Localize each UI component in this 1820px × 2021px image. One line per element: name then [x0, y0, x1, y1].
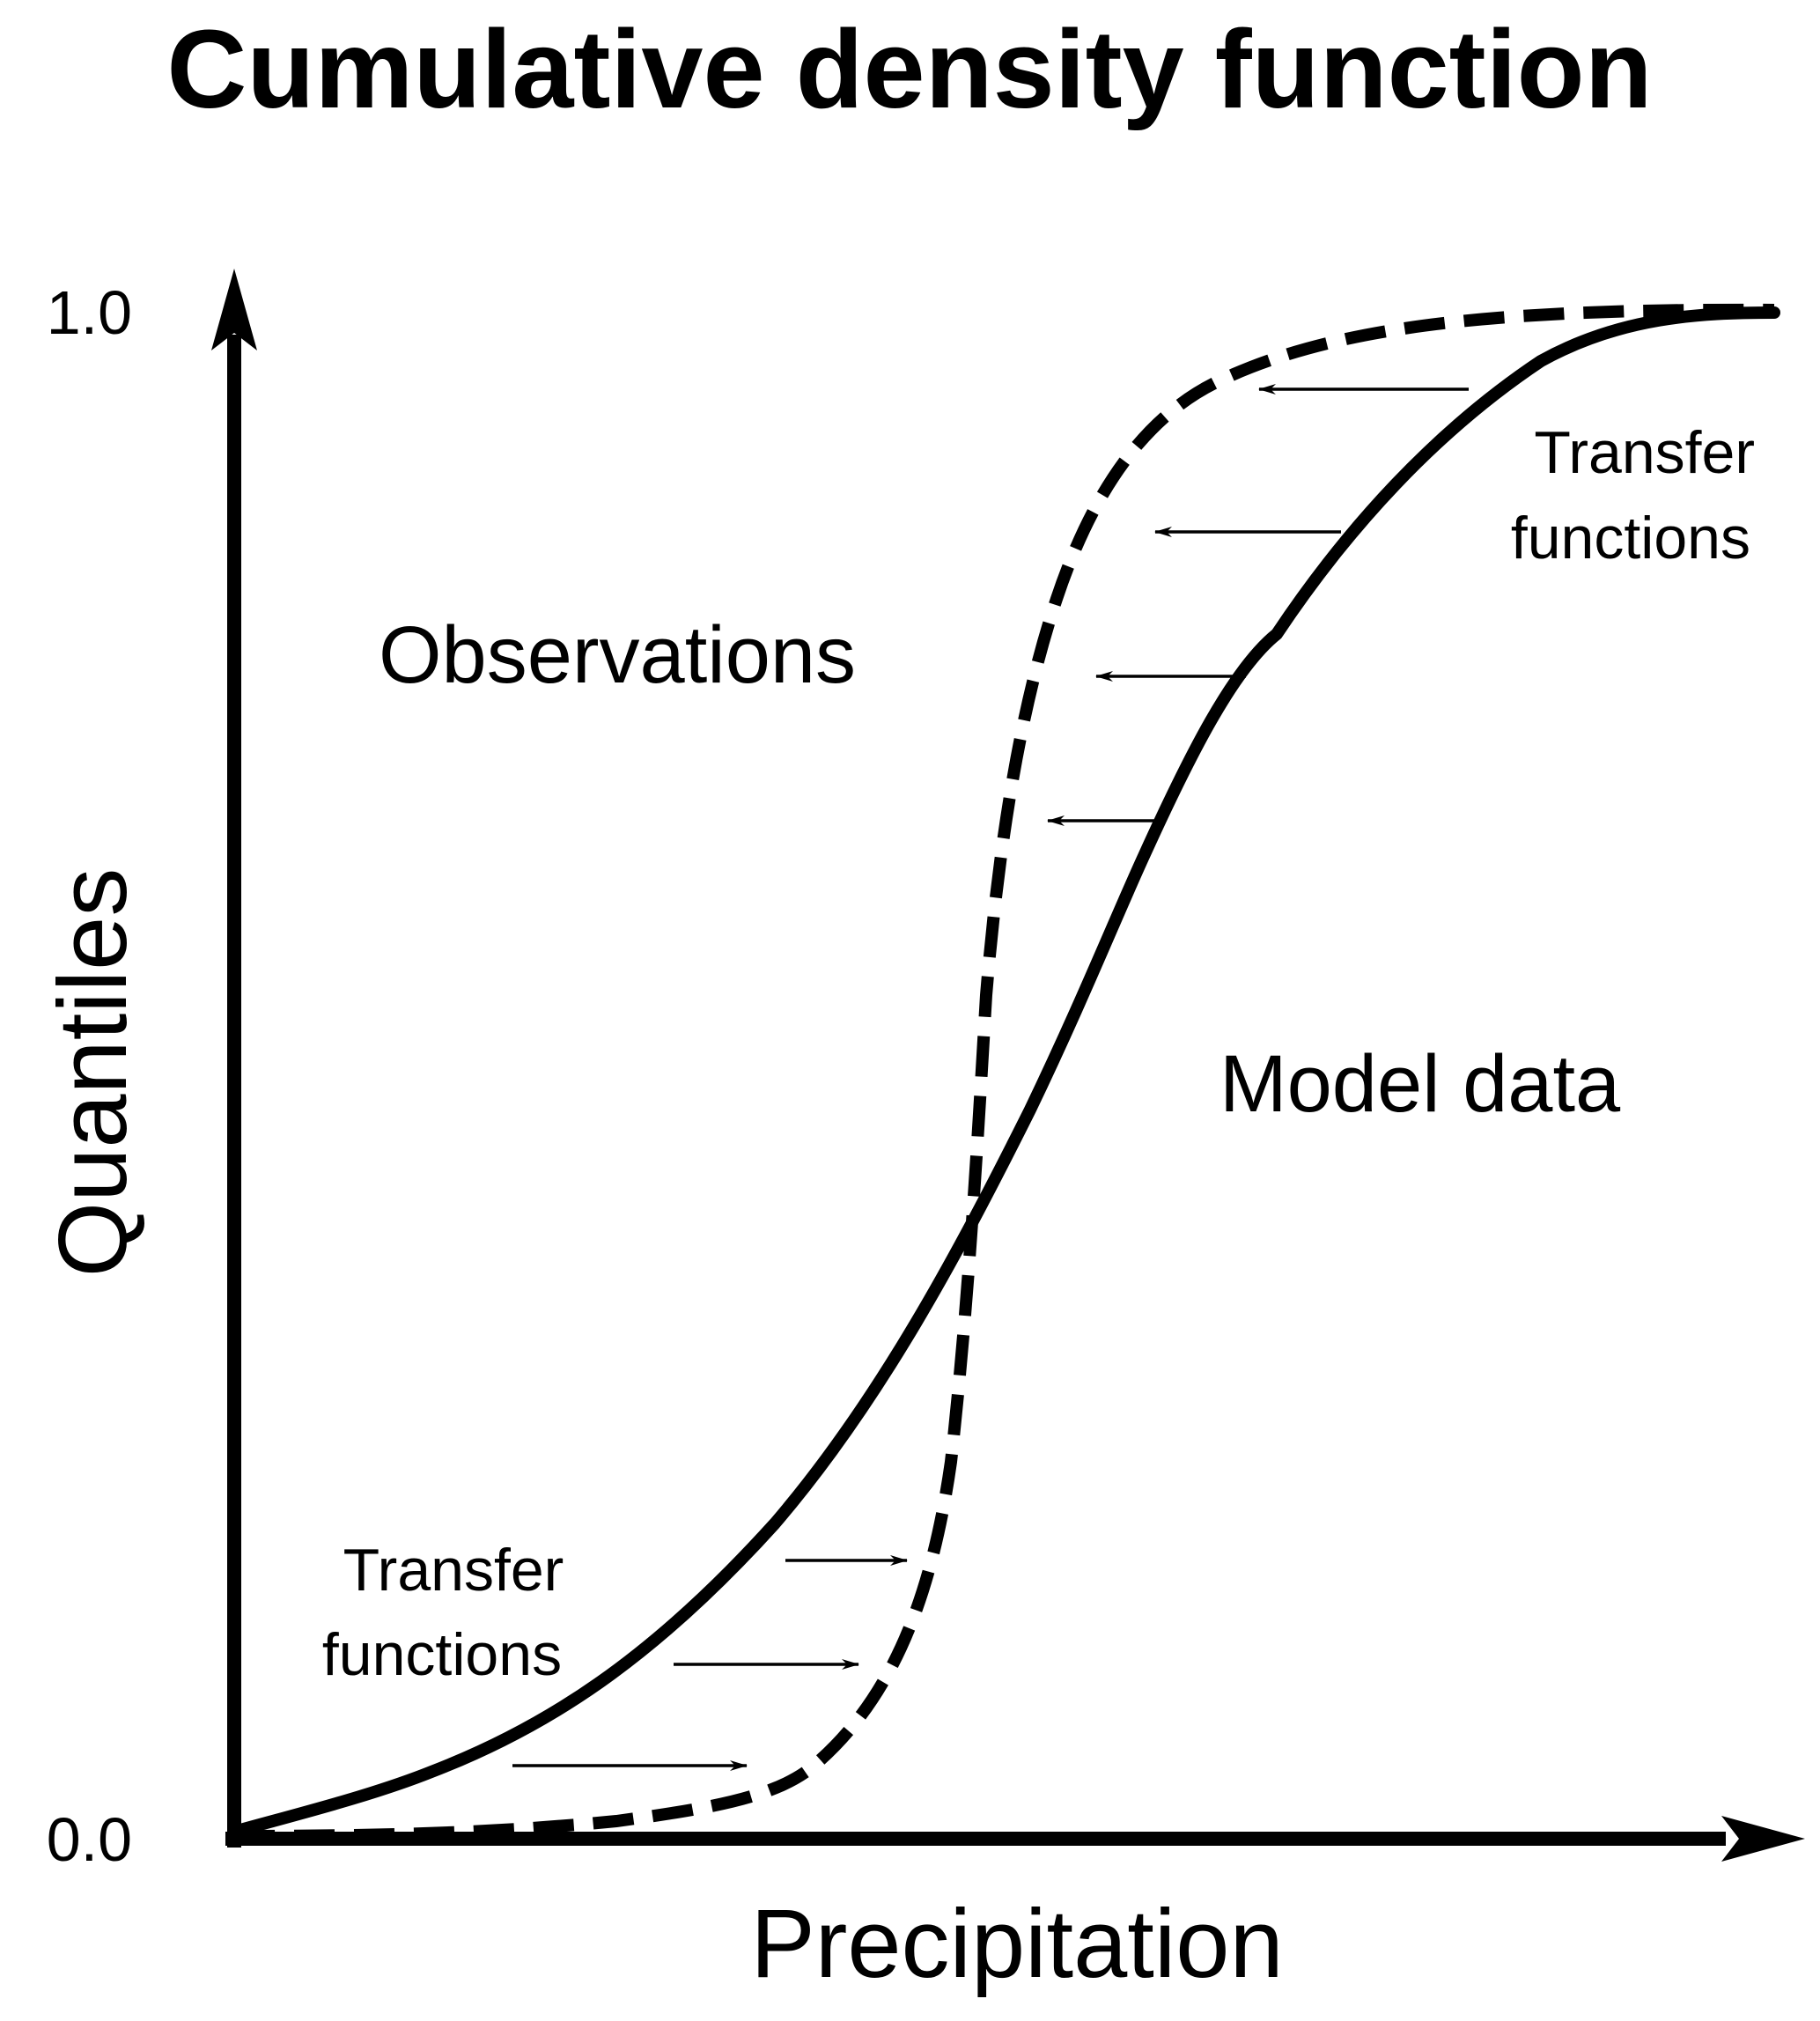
x-axis-label: Precipitation [750, 1890, 1283, 1998]
transfer-arrows-bottom [512, 1555, 908, 1771]
y-tick-0-0: 0.0 [47, 1805, 132, 1874]
observations-curve [233, 303, 1775, 1842]
observations-label: Observations [379, 610, 856, 700]
transfer-arrows-top [1047, 384, 1469, 826]
transfer-functions-label-bottom-line2: functions [322, 1621, 562, 1688]
y-axis-arrowhead [211, 269, 257, 350]
model-data-label: Model data [1219, 1039, 1621, 1129]
x-axis-arrowhead [1721, 1816, 1805, 1862]
model-data-curve [228, 306, 1780, 1838]
diagram-title: Cumulative density function [166, 7, 1652, 131]
transfer-functions-label-top-line1: Transfer [1534, 419, 1755, 486]
transfer-functions-label-top-line2: functions [1511, 505, 1750, 572]
y-axis-label: Quantiles [39, 868, 147, 1278]
y-tick-1-0: 1.0 [47, 278, 132, 347]
transfer-functions-label-bottom-line1: Transfer [343, 1537, 564, 1604]
